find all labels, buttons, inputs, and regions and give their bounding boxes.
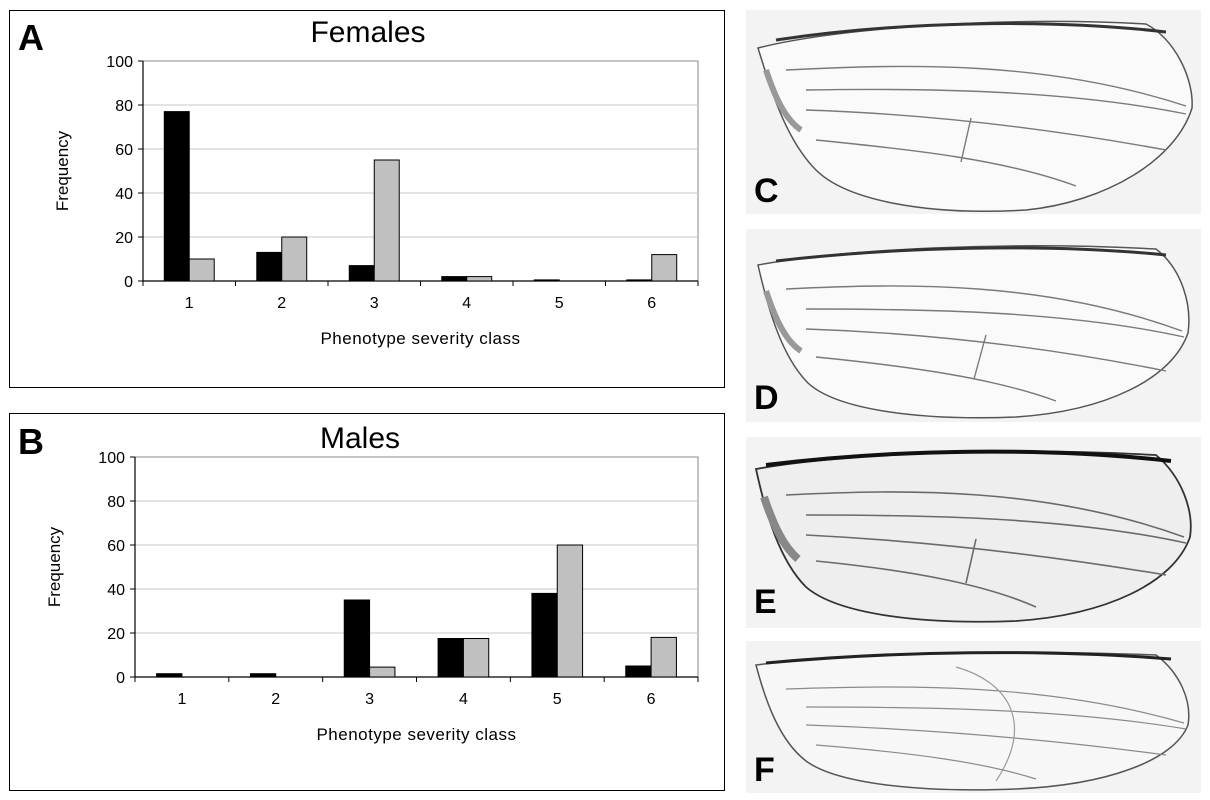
males-bar-series1-class3 [343, 599, 371, 678]
males-x-tick-label: 2 [271, 691, 280, 708]
wing-image-c: C [746, 10, 1201, 214]
females-x-tick-label: 3 [370, 295, 379, 312]
females-x-tick-label: 1 [185, 295, 194, 312]
males-bar-series1-class6 [625, 665, 652, 678]
wing-d-drawing [757, 245, 1190, 419]
males-x-tick-label: 4 [459, 691, 468, 708]
males-bar-series1-class4 [437, 638, 464, 678]
males-y-tick-label: 80 [107, 494, 125, 511]
males-y-tick-label: 0 [116, 670, 125, 687]
females-bar-series2-class1 [188, 258, 215, 282]
males-x-tick-label: 3 [365, 691, 374, 708]
males-plot-area [134, 456, 699, 678]
females-x-tick-label: 5 [555, 295, 564, 312]
males-bar-series2-class3 [369, 666, 396, 678]
males-y-tick-label: 60 [107, 538, 125, 555]
females-y-tick-label: 60 [115, 142, 133, 159]
males-bar-series1-class5 [531, 592, 558, 678]
panel-letter-b: B [18, 421, 44, 462]
females-y-tick-label: 20 [115, 230, 133, 247]
females-bar-series2-class6 [651, 254, 678, 282]
wing-image-f: F [746, 641, 1201, 793]
females-x-tick-label: 4 [462, 295, 471, 312]
males-x-tick-label: 6 [647, 691, 656, 708]
wing-e-drawing [754, 449, 1192, 623]
females-bar-series1-class5 [533, 279, 560, 282]
females-x-tick-label: 6 [647, 295, 656, 312]
panel-letter-a: A [18, 17, 44, 58]
females-y-tick-label: 100 [106, 54, 133, 71]
females-bar-series1-class1 [163, 111, 190, 282]
females-bar-series2-class3 [373, 159, 400, 282]
males-bar-series1-class1 [156, 673, 183, 678]
females-y-axis-label: Frequency [53, 130, 72, 211]
wing-image-d: D [746, 229, 1201, 422]
females-y-tick-label: 0 [124, 274, 133, 291]
males-x-tick-label: 1 [177, 691, 186, 708]
males-bar-series2-class5 [556, 544, 584, 678]
females-bar-series2-class4 [466, 276, 493, 282]
males-y-axis-label: Frequency [45, 526, 64, 607]
males-y-tick-label: 20 [107, 626, 125, 643]
panel-letter-e: E [754, 583, 777, 621]
females-x-axis-label: Phenotype severity class [320, 329, 520, 348]
females-y-tick-label: 80 [115, 98, 133, 115]
panel-letter-f: F [754, 751, 775, 789]
panel-letter-c: C [754, 172, 779, 210]
females-bar-series2-class2 [281, 236, 308, 282]
males-bar-series2-class4 [462, 638, 490, 678]
males-y-tick-label: 40 [107, 582, 125, 599]
males-y-tick-label: 100 [98, 450, 125, 467]
females-plot-area [142, 60, 699, 282]
panel-letter-d: D [754, 379, 779, 417]
chart-title-females: Females [310, 16, 426, 49]
females-y-tick-label: 40 [115, 186, 133, 203]
wing-f-drawing [755, 651, 1190, 791]
wing-c-drawing [757, 20, 1193, 212]
females-x-tick-label: 2 [277, 295, 286, 312]
females-bar-series1-class2 [256, 251, 283, 282]
wing-image-e: E [746, 437, 1201, 628]
males-bar-series2-class6 [650, 636, 677, 678]
chart-title-males: Males [319, 422, 401, 455]
males-x-axis-label: Phenotype severity class [316, 725, 516, 744]
males-x-tick-label: 5 [553, 691, 562, 708]
males-bar-series1-class2 [249, 673, 277, 678]
